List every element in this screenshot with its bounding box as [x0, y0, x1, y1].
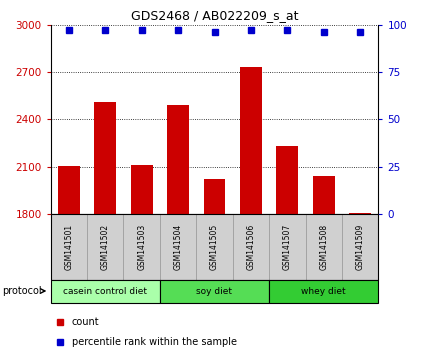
Bar [167, 105, 189, 214]
Text: GSM141505: GSM141505 [210, 224, 219, 270]
Bar [124, 214, 160, 280]
Text: GSM141504: GSM141504 [173, 224, 183, 270]
Bar [94, 102, 116, 214]
Bar [342, 214, 378, 280]
Bar [160, 280, 269, 303]
Text: GSM141507: GSM141507 [283, 224, 292, 270]
Bar [87, 214, 124, 280]
Bar [58, 166, 80, 214]
Bar [233, 214, 269, 280]
Title: GDS2468 / AB022209_s_at: GDS2468 / AB022209_s_at [131, 9, 298, 22]
Bar [131, 165, 153, 214]
Bar [349, 213, 371, 214]
Bar [160, 214, 196, 280]
Bar [305, 214, 342, 280]
Text: casein control diet: casein control diet [63, 287, 147, 296]
Text: percentile rank within the sample: percentile rank within the sample [72, 337, 237, 347]
Text: GSM141502: GSM141502 [101, 224, 110, 270]
Text: count: count [72, 318, 99, 327]
Bar [313, 176, 335, 214]
Bar [196, 214, 233, 280]
Bar [51, 214, 87, 280]
Text: protocol: protocol [2, 286, 42, 296]
Text: GSM141508: GSM141508 [319, 224, 328, 270]
Text: GSM141501: GSM141501 [64, 224, 73, 270]
Text: GSM141509: GSM141509 [356, 224, 365, 270]
Bar [204, 179, 225, 214]
Bar [240, 67, 262, 214]
Text: whey diet: whey diet [301, 287, 346, 296]
Bar [269, 280, 378, 303]
Bar [276, 146, 298, 214]
Bar [51, 280, 160, 303]
Text: soy diet: soy diet [197, 287, 232, 296]
Text: GSM141503: GSM141503 [137, 224, 146, 270]
Text: GSM141506: GSM141506 [246, 224, 256, 270]
Bar [269, 214, 305, 280]
